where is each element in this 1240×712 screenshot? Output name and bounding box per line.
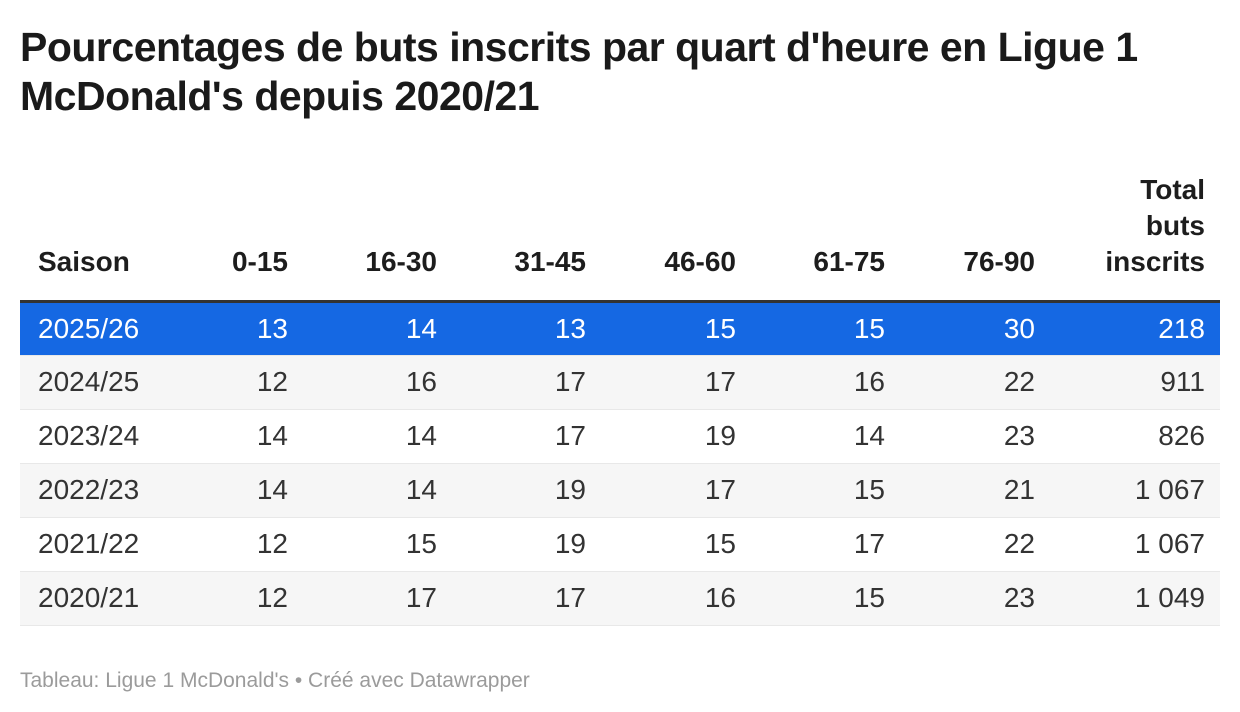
value-cell: 15	[853, 474, 885, 505]
value-cell: 19	[554, 474, 586, 505]
value-cell: 12	[256, 366, 288, 397]
column-header-46-60: 46-60	[598, 151, 748, 303]
total-cell: 911	[1160, 366, 1205, 397]
column-header-31-45: 31-45	[449, 151, 598, 303]
value-cell: 16	[704, 582, 736, 613]
table-row: 2023/24 14 14 17 19 14 23 826	[20, 409, 1220, 463]
column-header-61-75: 61-75	[748, 151, 897, 303]
column-header-saison: Saison	[20, 151, 152, 303]
value-cell: 17	[704, 474, 736, 505]
value-cell: 17	[405, 582, 437, 613]
total-cell: 826	[1158, 420, 1205, 451]
table-row: 2025/26 13 14 13 15 15 30 218	[20, 301, 1220, 355]
total-cell: 1 049	[1134, 582, 1205, 613]
value-cell: 19	[554, 528, 586, 559]
value-cell: 14	[405, 474, 437, 505]
total-cell: 1 067	[1134, 474, 1205, 505]
value-cell: 17	[853, 528, 885, 559]
value-cell: 13	[554, 312, 586, 344]
value-cell: 17	[704, 366, 736, 397]
value-cell: 12	[256, 528, 288, 559]
value-cell: 14	[256, 474, 288, 505]
column-header-76-90: 76-90	[897, 151, 1047, 303]
column-header-16-30: 16-30	[300, 151, 449, 303]
value-cell: 21	[1003, 474, 1035, 505]
table-row: 2024/25 12 16 17 17 16 22 911	[20, 355, 1220, 409]
value-cell: 22	[1003, 528, 1035, 559]
season-cell: 2020/21	[38, 582, 140, 613]
table-row: 2020/21 12 17 17 16 15 23 1 049	[20, 571, 1220, 625]
season-cell: 2022/23	[38, 474, 140, 505]
data-table: Saison 0-15 16-30 31-45 46-60 61-75 76-9…	[20, 151, 1220, 626]
season-cell: 2023/24	[38, 420, 140, 451]
value-cell: 14	[405, 312, 437, 344]
season-cell: 2024/25	[38, 366, 140, 397]
table-body: 2025/26 13 14 13 15 15 30 218 2024/25 12…	[20, 301, 1220, 625]
value-cell: 14	[853, 420, 885, 451]
value-cell: 17	[554, 582, 586, 613]
value-cell: 23	[1003, 582, 1035, 613]
attribution-footer: Tableau: Ligue 1 McDonald's • Créé avec …	[20, 668, 530, 692]
table-row: 2021/22 12 15 19 15 17 22 1 067	[20, 517, 1220, 571]
value-cell: 14	[405, 420, 437, 451]
table-row: 2022/23 14 14 19 17 15 21 1 067	[20, 463, 1220, 517]
column-header-total: Total buts inscrits	[1047, 151, 1220, 303]
value-cell: 15	[704, 528, 736, 559]
value-cell: 15	[853, 312, 885, 344]
value-cell: 30	[1003, 312, 1035, 344]
value-cell: 17	[554, 366, 586, 397]
value-cell: 15	[704, 312, 736, 344]
value-cell: 17	[554, 420, 586, 451]
header-row: Saison 0-15 16-30 31-45 46-60 61-75 76-9…	[20, 151, 1220, 303]
value-cell: 23	[1003, 420, 1035, 451]
season-cell: 2025/26	[38, 312, 140, 344]
value-cell: 16	[853, 366, 885, 397]
value-cell: 15	[853, 582, 885, 613]
table-header: Saison 0-15 16-30 31-45 46-60 61-75 76-9…	[20, 151, 1220, 303]
column-header-0-15: 0-15	[152, 151, 300, 303]
total-cell: 1 067	[1134, 528, 1205, 559]
value-cell: 16	[405, 366, 437, 397]
value-cell: 13	[256, 312, 288, 344]
total-cell: 218	[1158, 312, 1205, 344]
value-cell: 15	[405, 528, 437, 559]
season-cell: 2021/22	[38, 528, 140, 559]
value-cell: 14	[256, 420, 288, 451]
page-title: Pourcentages de buts inscrits par quart …	[20, 24, 1138, 119]
value-cell: 12	[256, 582, 288, 613]
value-cell: 22	[1003, 366, 1035, 397]
value-cell: 19	[704, 420, 736, 451]
